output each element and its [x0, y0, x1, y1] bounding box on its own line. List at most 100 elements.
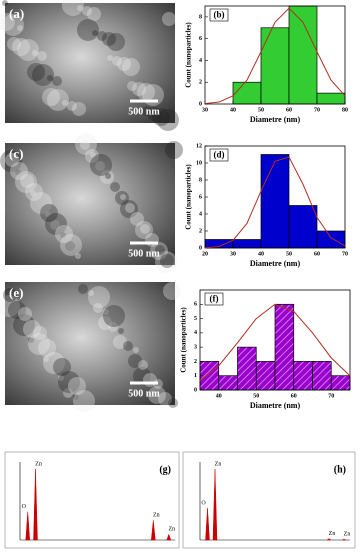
sem-texture [60, 232, 66, 238]
histogram-bar [274, 303, 295, 391]
sem-texture [50, 220, 60, 230]
sem-texture [55, 225, 73, 243]
sem-texture [137, 83, 155, 101]
panel-label: (c) [9, 146, 23, 161]
sem-texture [25, 183, 43, 201]
y-axis-label: Count (nanoparticles) [180, 307, 188, 373]
sem-texture [33, 326, 47, 340]
histogram-bar [237, 346, 257, 391]
panel-label: (d) [214, 150, 225, 160]
sem-texture [0, 295, 20, 317]
y-tick-label: 4 [199, 211, 202, 217]
sem-texture [85, 149, 99, 163]
y-tick-label: 8 [199, 14, 202, 20]
peak-label: O [22, 504, 27, 510]
sem-texture [8, 301, 26, 319]
sem-texture [95, 161, 105, 171]
sem-texture [37, 51, 47, 61]
sem-texture [152, 108, 170, 126]
panel-label: (f) [210, 294, 219, 304]
sem-texture [155, 251, 177, 273]
sem-texture [47, 75, 53, 81]
sem-texture [32, 50, 38, 56]
sem-texture [52, 76, 62, 86]
histogram-bar [288, 5, 318, 105]
sem-texture [125, 203, 135, 213]
sem-texture [10, 162, 28, 180]
sem-texture [43, 356, 49, 362]
y-tick-label: 3 [194, 345, 197, 351]
sem-texture [133, 367, 151, 385]
sem-texture [3, 288, 17, 302]
sem-texture [45, 211, 51, 217]
sem-texture [123, 341, 133, 351]
sem-texture [0, 13, 15, 31]
sem-texture [103, 305, 125, 327]
spectrum-peak [341, 539, 347, 541]
panel-label: (e) [9, 285, 23, 300]
x-tick-label: 70 [314, 107, 320, 113]
sem-texture [45, 213, 67, 235]
sem-texture [67, 101, 77, 111]
sem-texture [138, 360, 148, 370]
sem-texture [43, 352, 65, 374]
sem-texture [93, 303, 103, 313]
sem-texture [88, 286, 110, 308]
sem-texture [80, 140, 90, 150]
sem-texture [162, 12, 176, 26]
x-tick-label: 60 [286, 107, 292, 113]
x-tick-label: 80 [342, 107, 348, 113]
sem-texture [128, 354, 142, 368]
fit-curve [204, 156, 346, 249]
y-tick-label: 2 [199, 228, 202, 234]
histogram-bar [255, 361, 276, 391]
y-tick-label: 1 [194, 373, 197, 379]
sem-texture [28, 337, 34, 343]
y-tick-label: 6 [199, 194, 202, 200]
sem-texture [133, 347, 139, 353]
sem-texture [157, 109, 179, 131]
sem-texture [63, 388, 73, 398]
spectrum-peak [33, 469, 38, 541]
spectrum-frame [182, 451, 356, 549]
sem-texture [147, 107, 161, 121]
sem-texture [2, 0, 8, 6]
sem-texture [110, 182, 120, 192]
peak-label: Zn [344, 532, 351, 538]
sem-texture [12, 38, 30, 56]
sem-texture [20, 174, 34, 188]
sem-texture [68, 377, 86, 395]
peak-label: O [201, 500, 206, 506]
sem-texture [120, 194, 126, 200]
sem-texture [158, 392, 172, 406]
histogram-bar [260, 154, 290, 249]
sem-texture [40, 204, 58, 222]
sem-texture [42, 88, 60, 106]
sem-texture [5, 153, 19, 167]
fit-curve [204, 7, 346, 105]
sem-texture [82, 6, 92, 16]
sem-texture [103, 309, 109, 315]
scale-label: 500 nm [128, 106, 160, 117]
sem-texture [130, 212, 144, 226]
spectrum-peak [212, 469, 218, 541]
histogram-bar [316, 92, 346, 105]
x-tick-label: 20 [202, 251, 208, 257]
x-tick-label: 60 [291, 393, 297, 399]
scale-label: 500 nm [128, 248, 160, 259]
y-tick-label: 4 [194, 330, 197, 336]
y-tick-label: 8 [199, 177, 202, 183]
sem-texture [65, 241, 75, 251]
sem-texture [23, 320, 41, 338]
x-tick-label: 50 [286, 251, 292, 257]
sem-texture [15, 171, 37, 193]
sem-texture [87, 7, 101, 21]
y-tick-label: 4 [199, 58, 202, 64]
spectrum-peak [205, 508, 210, 541]
panel-label: (b) [214, 10, 225, 20]
fit-curve [199, 303, 351, 381]
x-tick-label: 40 [230, 107, 236, 113]
sem-texture [60, 234, 82, 256]
panel-label: (h) [334, 464, 346, 475]
